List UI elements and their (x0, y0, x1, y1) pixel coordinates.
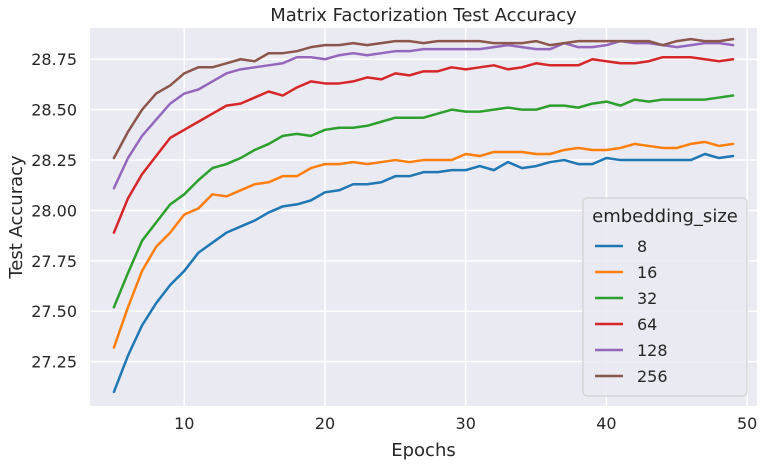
legend-box (582, 197, 748, 397)
legend-label: 64 (637, 315, 657, 334)
y-tick-label: 28.00 (31, 201, 77, 220)
series-line-256 (112, 37, 735, 160)
y-tick-label: 27.25 (31, 353, 77, 372)
x-axis-label: Epochs (391, 440, 456, 461)
series-lines (112, 37, 735, 394)
x-tick-label: 20 (315, 414, 335, 433)
x-tick-label: 40 (596, 414, 616, 433)
legend-label: 32 (637, 289, 657, 308)
legend-label: 8 (637, 237, 647, 256)
series-line-16 (112, 140, 735, 349)
x-tick-label: 10 (174, 414, 194, 433)
chart-title: Matrix Factorization Test Accuracy (270, 5, 577, 26)
y-tick-label: 28.75 (31, 50, 77, 69)
series-line-8 (112, 152, 735, 394)
series-line-64 (112, 55, 735, 234)
y-tick-label: 28.25 (31, 151, 77, 170)
x-tick-label: 30 (456, 414, 476, 433)
y-tick-label: 28.50 (31, 101, 77, 120)
y-tick-label: 27.75 (31, 252, 77, 271)
legend-label: 256 (637, 367, 668, 386)
y-axis-label: Test Accuracy (6, 155, 27, 280)
legend-label: 128 (637, 341, 668, 360)
legend-title: embedding_size (592, 206, 738, 227)
series-line-128 (112, 39, 735, 190)
y-tick-labels: 27.25 27.50 27.75 28.00 28.25 28.50 28.75 (31, 50, 77, 371)
x-tick-label: 50 (737, 414, 757, 433)
series-line-32 (112, 94, 735, 309)
legend-label: 16 (637, 263, 657, 282)
legend: embedding_size 8 16 32 64 128 256 (582, 197, 748, 397)
x-tick-labels: 10 20 30 40 50 (174, 414, 757, 433)
y-tick-label: 27.50 (31, 302, 77, 321)
